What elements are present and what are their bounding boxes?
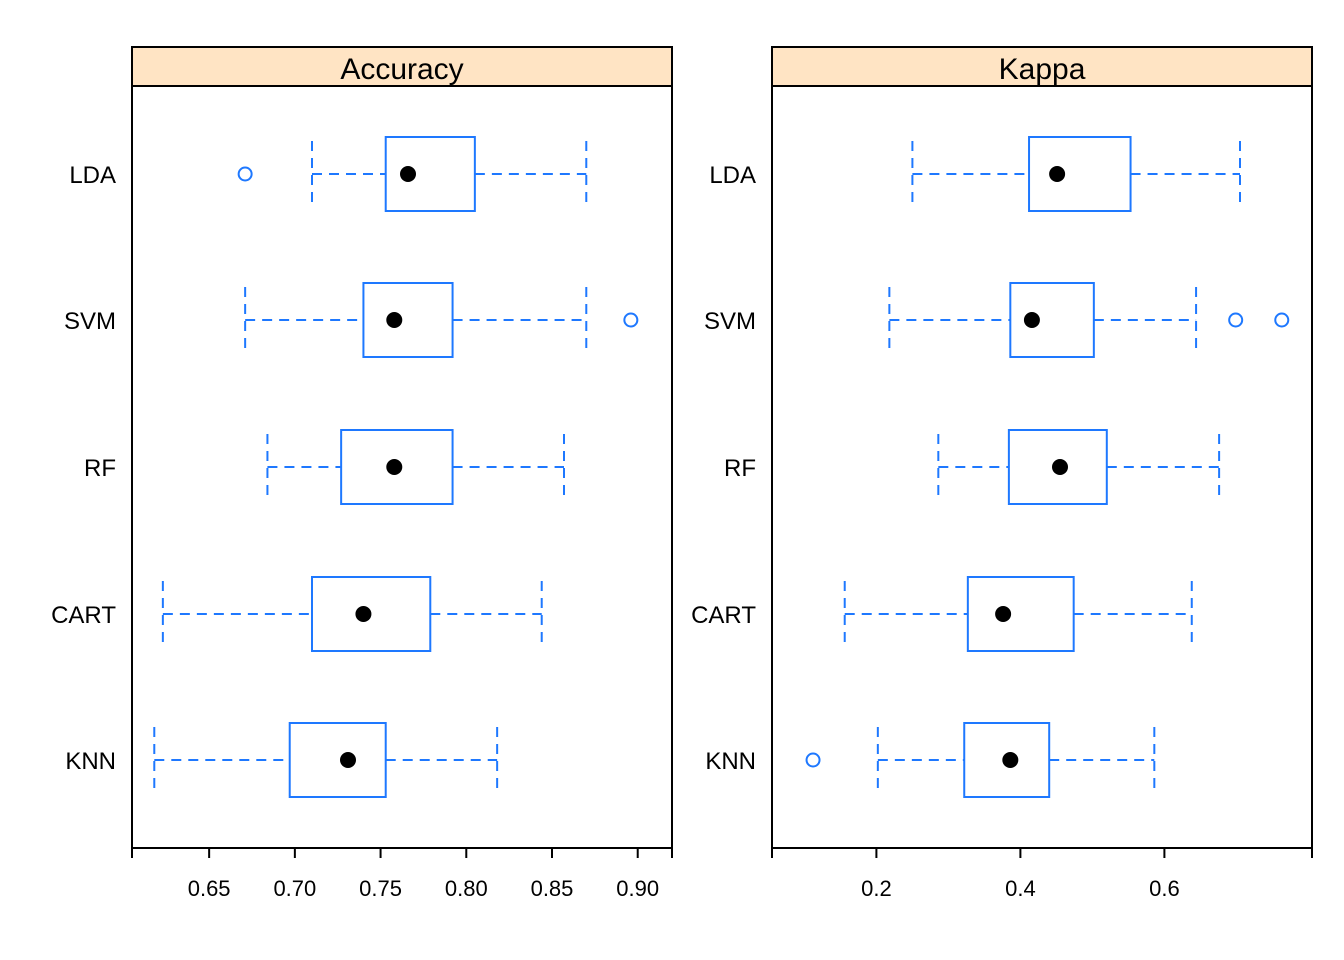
x-tick-label: 0.6 — [1149, 876, 1180, 901]
box-accuracy-svm — [244, 282, 639, 358]
category-label-knn: KNN — [65, 748, 116, 775]
x-tick-label: 0.90 — [616, 876, 659, 901]
median-dot — [1049, 166, 1066, 182]
strip-title-accuracy: Accuracy — [340, 53, 463, 86]
iqr-box — [966, 576, 1075, 652]
outlier-point — [805, 752, 821, 768]
outlier-point — [1274, 312, 1290, 328]
iqr-box — [384, 136, 476, 212]
category-label-svm: SVM — [704, 308, 756, 335]
plot-frame-kappa — [771, 85, 1313, 849]
median-dot — [386, 459, 403, 475]
box-kappa-svm — [888, 282, 1290, 358]
iqr-box — [362, 282, 454, 358]
x-tick-label: 0.4 — [1005, 876, 1036, 901]
box-accuracy-knn — [153, 722, 499, 798]
median-dot — [995, 606, 1012, 622]
iqr-box — [1007, 429, 1108, 505]
x-axis-accuracy: 0.65 0.70 0.75 0.80 0.85 0.90 — [131, 848, 673, 901]
category-label-rf: RF — [724, 455, 756, 482]
x-tick-label: 0.2 — [861, 876, 892, 901]
category-labels-accuracy: LDA SVM RF CART KNN — [51, 162, 116, 775]
boxes-kappa — [805, 136, 1290, 798]
outlier-point — [237, 166, 253, 182]
x-tick-label: 0.80 — [445, 876, 488, 901]
category-label-svm: SVM — [64, 308, 116, 335]
x-tick-label: 0.70 — [273, 876, 316, 901]
median-dot — [400, 166, 416, 182]
iqr-box — [1009, 282, 1095, 358]
box-kappa-rf — [937, 429, 1221, 505]
strip-kappa — [771, 46, 1313, 87]
median-dot — [1023, 312, 1040, 328]
box-kappa-lda — [911, 136, 1241, 212]
box-kappa-cart — [843, 576, 1193, 652]
box-kappa-knn — [805, 722, 1156, 798]
category-label-knn: KNN — [705, 748, 756, 775]
iqr-box — [340, 429, 454, 505]
median-dot — [1052, 459, 1068, 475]
x-tick-label: 0.75 — [359, 876, 402, 901]
category-label-lda: LDA — [69, 162, 116, 189]
strip-title-kappa: Kappa — [999, 53, 1086, 86]
iqr-box — [311, 576, 432, 652]
median-dot — [1002, 752, 1019, 768]
iqr-box — [1028, 136, 1132, 212]
median-dot — [386, 312, 403, 328]
category-labels-kappa: LDA SVM RF CART KNN — [691, 162, 756, 775]
boxes-accuracy — [153, 136, 639, 798]
category-label-rf: RF — [84, 455, 116, 482]
panel-accuracy: Accuracy LDA SVM RF CART KNN 0.65 0.70 0.75 0.8… — [51, 46, 673, 901]
category-label-cart: CART — [691, 602, 756, 629]
iqr-box — [288, 722, 387, 798]
x-axis-kappa: 0.2 0.4 0.6 — [771, 848, 1313, 901]
box-accuracy-cart — [161, 576, 543, 652]
box-accuracy-rf — [266, 429, 565, 505]
iqr-box — [963, 722, 1051, 798]
strip-accuracy — [131, 46, 673, 87]
box-accuracy-lda — [237, 136, 588, 212]
median-dot — [340, 752, 356, 768]
panel-kappa: Kappa LDA SVM RF CART KNN 0.2 0.4 0.6 — [691, 46, 1313, 901]
category-label-cart: CART — [51, 602, 116, 629]
x-tick-label: 0.85 — [531, 876, 574, 901]
outlier-point — [1228, 312, 1244, 328]
plot-frame-accuracy — [131, 85, 673, 849]
outlier-point — [623, 312, 639, 328]
x-tick-label: 0.65 — [188, 876, 231, 901]
category-label-lda: LDA — [709, 162, 756, 189]
median-dot — [355, 606, 372, 622]
